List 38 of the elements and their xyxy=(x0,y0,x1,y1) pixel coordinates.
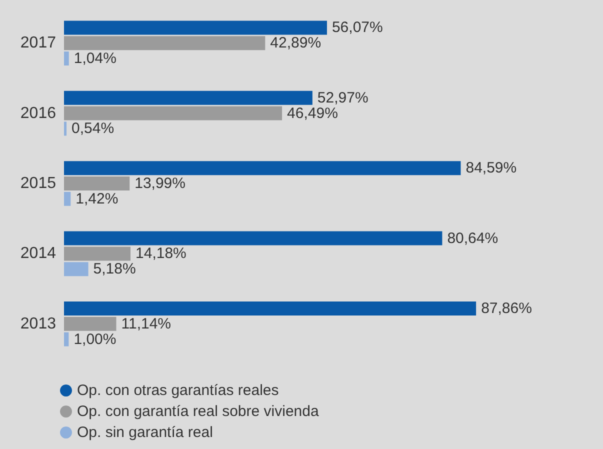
bar xyxy=(64,122,67,136)
bar xyxy=(64,316,116,331)
y-tick-label: 2013 xyxy=(20,315,56,332)
y-tick-label: 2017 xyxy=(20,34,56,52)
bar xyxy=(64,302,476,316)
bar xyxy=(64,231,442,246)
data-label: 0,54% xyxy=(72,120,114,138)
data-label: 87,86% xyxy=(481,300,532,317)
data-label: 13,99% xyxy=(134,175,186,192)
bar xyxy=(64,106,282,120)
bar xyxy=(64,52,69,66)
bar xyxy=(64,246,131,261)
data-label: 42,89% xyxy=(270,34,322,52)
y-tick-label: 2014 xyxy=(20,245,56,262)
data-label: 1,00% xyxy=(74,330,116,348)
bar xyxy=(64,262,88,276)
data-label: 80,64% xyxy=(447,230,498,247)
bar xyxy=(64,176,130,190)
legend-label: Op. con garantía real sobre vivienda xyxy=(77,403,320,420)
legend-label: Op. sin garantía real xyxy=(77,424,213,441)
data-label: 46,49% xyxy=(287,104,338,122)
bar xyxy=(64,20,327,35)
data-label: 52,97% xyxy=(317,89,368,106)
legend-label: Op. con otras garantías reales xyxy=(77,382,279,399)
data-label: 1,04% xyxy=(74,50,116,67)
y-tick-label: 2016 xyxy=(20,104,56,122)
bar xyxy=(64,332,69,346)
data-label: 11,14% xyxy=(121,315,172,332)
bar xyxy=(64,161,461,176)
data-label: 5,18% xyxy=(93,260,136,278)
data-label: 1,42% xyxy=(76,190,118,208)
bar xyxy=(64,90,312,105)
bar xyxy=(64,36,266,50)
y-tick-label: 2015 xyxy=(20,175,56,192)
data-label: 56,07% xyxy=(332,19,383,36)
data-label: 14,18% xyxy=(136,245,186,262)
bar xyxy=(64,192,71,206)
data-label: 84,59% xyxy=(466,160,517,177)
